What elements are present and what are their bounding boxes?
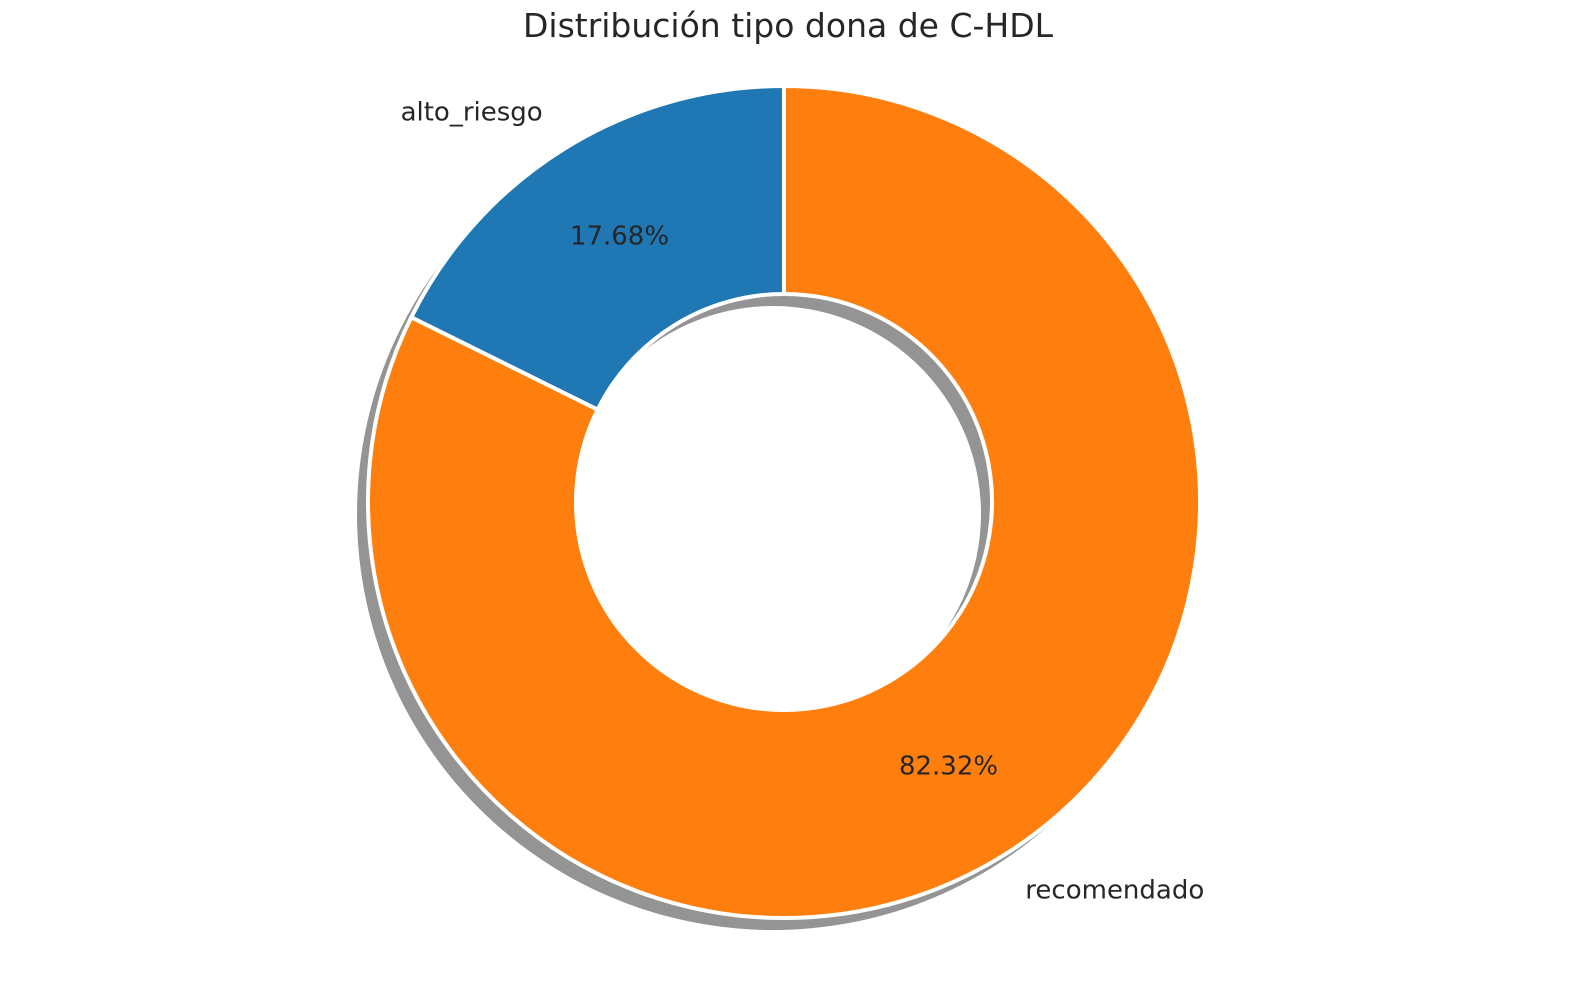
slice-label-alto-riesgo: alto_riesgo (401, 98, 543, 128)
value-label-recomendado: 82.32% (899, 752, 998, 782)
value-label-alto-riesgo: 17.68% (570, 221, 669, 251)
slice-layer (366, 84, 1202, 920)
label-layer: alto_riesgo 17.68% recomendado 82.32% (401, 98, 1205, 906)
slice-recomendado (366, 84, 1202, 920)
chart-title: Distribución tipo dona de C-HDL (523, 6, 1054, 45)
slice-label-recomendado: recomendado (1025, 875, 1204, 905)
slice-alto-riesgo (409, 84, 786, 412)
